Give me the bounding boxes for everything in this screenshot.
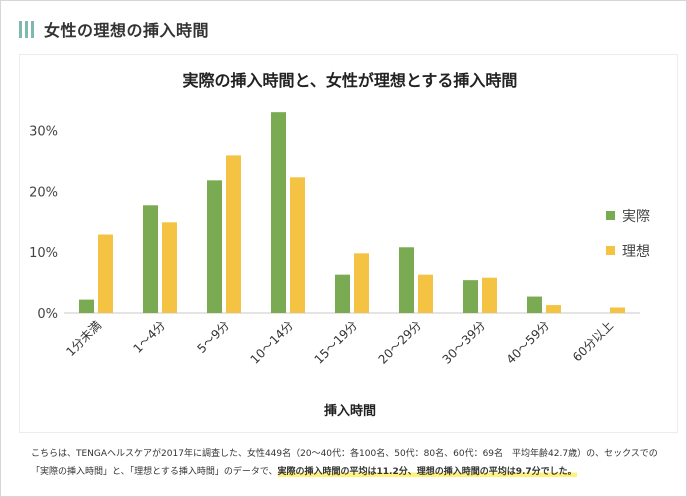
bar-actual: [79, 299, 94, 313]
x-tick-label: 30〜39分: [440, 318, 488, 366]
x-axis-title: 挿入時間: [324, 403, 376, 419]
chart-title: 実際の挿入時間と、女性が理想とする挿入時間: [183, 71, 518, 90]
bar-ideal: [162, 222, 177, 313]
legend-swatch: [606, 211, 615, 220]
x-tick-label: 60分以上: [570, 318, 616, 364]
y-tick-label: 0%: [37, 307, 58, 322]
y-tick-label: 10%: [29, 246, 58, 261]
section-title: 女性の理想の挿入時間: [44, 21, 210, 40]
y-tick-label: 20%: [29, 185, 58, 200]
bar-ideal: [354, 253, 369, 313]
bar-actual: [527, 296, 542, 313]
legend-label: 理想: [622, 244, 650, 260]
x-tick-label: 20〜29分: [376, 318, 424, 366]
bar-actual: [207, 180, 222, 313]
bar-actual: [143, 205, 158, 313]
bar-actual: [399, 247, 414, 313]
x-tick-label: 10〜14分: [248, 318, 296, 366]
bar-ideal: [290, 177, 305, 313]
bar-ideal: [546, 305, 561, 313]
x-tick-label: 1〜4分: [130, 318, 168, 356]
footnote-text: こちらは、TENGAヘルスケアが2017年に調査した、女性449名（20〜40代…: [31, 449, 658, 477]
bars-icon: [19, 20, 34, 38]
bar-actual: [271, 112, 286, 313]
x-tick-label: 40〜59分: [504, 318, 552, 366]
footnote-highlight: 実際の挿入時間の平均は11.2分、理想の挿入時間の平均は9.7分でした。: [277, 467, 577, 477]
x-tick-label: 15〜19分: [312, 318, 360, 366]
bar-actual: [463, 280, 478, 313]
section-header: 女性の理想の挿入時間: [19, 11, 209, 47]
bar-ideal: [418, 274, 433, 313]
legend-swatch: [606, 246, 615, 255]
x-tick-label: 5〜9分: [194, 318, 232, 356]
chart-card: 実際の挿入時間と、女性が理想とする挿入時間 0% 10% 20% 30% 1分未満 1〜4分…: [19, 54, 678, 433]
bar-ideal: [98, 234, 113, 313]
bar-chart: 実際の挿入時間と、女性が理想とする挿入時間 0% 10% 20% 30% 1分未満 1〜4分…: [29, 71, 650, 419]
legend-label: 実際: [622, 209, 650, 225]
bar-ideal: [226, 155, 241, 313]
footnote: こちらは、TENGAヘルスケアが2017年に調査した、女性449名（20〜40代…: [31, 445, 671, 481]
bar-actual: [335, 274, 350, 313]
x-tick-label: 1分未満: [63, 318, 104, 359]
bar-ideal: [610, 307, 625, 313]
y-tick-label: 30%: [29, 124, 58, 139]
bar-ideal: [482, 277, 497, 313]
